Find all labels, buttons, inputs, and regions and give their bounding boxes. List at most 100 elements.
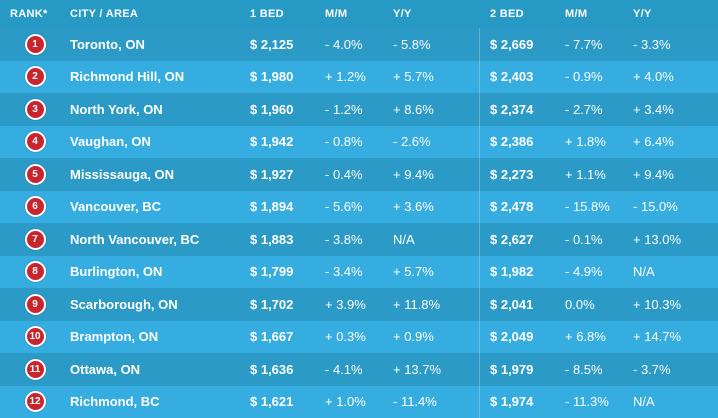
- two-bed-yy: + 6.4%: [633, 134, 674, 150]
- rank-cell: 3: [0, 98, 70, 120]
- one-bed-mm: + 1.0%: [325, 394, 366, 410]
- table-row: 9 Scarborough, ON $ 1,702 + 3.9% + 11.8% $ 2,…: [0, 288, 718, 321]
- one-bed-price: $ 1,799: [250, 264, 294, 280]
- city-cell: North Vancouver, BC: [70, 231, 200, 247]
- city-cell: Ottawa, ON: [70, 361, 141, 377]
- rank-badge: 8: [24, 261, 46, 283]
- header-2-bed-yy: Y/Y: [633, 8, 652, 20]
- table-row: 8 Burlington, ON $ 1,799 - 3.4% + 5.7% $ 1,98…: [0, 255, 718, 288]
- two-bed-yy: + 10.3%: [633, 296, 682, 312]
- two-bed-yy: N/A: [633, 264, 655, 280]
- table-row: 12 Richmond, BC $ 1,621 + 1.0% - 11.4% $ 1,97…: [0, 385, 718, 418]
- one-bed-yy: + 11.8%: [393, 296, 441, 312]
- city-cell: Toronto, ON: [70, 36, 145, 52]
- rank-cell: 8: [0, 261, 70, 283]
- two-bed-mm: - 8.5%: [565, 361, 603, 377]
- two-bed-mm: - 11.3%: [565, 394, 609, 410]
- one-bed-yy: + 5.7%: [393, 264, 434, 280]
- one-bed-price: $ 1,702: [250, 296, 294, 312]
- two-bed-yy: - 3.3%: [633, 36, 671, 52]
- table-row: 1 Toronto, ON $ 2,125 - 4.0% - 5.8% $ 2,669 - …: [0, 28, 718, 61]
- table-row: 2 Richmond Hill, ON $ 1,980 + 1.2% + 5.7% $ 2…: [0, 60, 718, 93]
- one-bed-mm: - 3.8%: [325, 231, 363, 247]
- two-bed-mm: - 0.1%: [565, 231, 603, 247]
- one-bed-price: $ 2,125: [250, 36, 294, 52]
- rank-badge: 3: [24, 98, 46, 120]
- header-1-bed-mm: M/M: [325, 8, 348, 20]
- one-bed-price: $ 1,621: [250, 394, 294, 410]
- two-bed-price: $ 2,374: [490, 101, 534, 117]
- one-bed-mm: + 3.9%: [325, 296, 366, 312]
- one-bed-price: $ 1,942: [250, 134, 294, 150]
- rank-cell: 12: [0, 391, 70, 413]
- one-bed-mm: - 0.4%: [325, 166, 363, 182]
- rank-cell: 10: [0, 326, 70, 348]
- rank-cell: 2: [0, 66, 70, 88]
- one-bed-mm: + 1.2%: [325, 69, 366, 85]
- one-bed-yy: N/A: [393, 231, 415, 247]
- one-bed-price: $ 1,894: [250, 199, 294, 215]
- one-bed-yy: - 11.4%: [393, 394, 437, 410]
- rank-badge: 12: [24, 391, 46, 413]
- rank-badge: 7: [24, 228, 46, 250]
- one-bed-mm: + 0.3%: [325, 329, 366, 345]
- one-bed-price: $ 1,980: [250, 69, 294, 85]
- two-bed-yy: + 3.4%: [633, 101, 674, 117]
- two-bed-price: $ 1,979: [490, 361, 534, 377]
- city-cell: Vancouver, BC: [70, 199, 162, 215]
- one-bed-yy: - 2.6%: [393, 134, 431, 150]
- column-divider: [479, 28, 480, 418]
- one-bed-yy: + 5.7%: [393, 69, 434, 85]
- one-bed-yy: + 9.4%: [393, 166, 434, 182]
- two-bed-mm: - 4.9%: [565, 264, 603, 280]
- table-row: 11 Ottawa, ON $ 1,636 - 4.1% + 13.7% $ 1,979 -…: [0, 353, 718, 386]
- city-cell: Richmond, BC: [70, 394, 160, 410]
- rank-cell: 9: [0, 293, 70, 315]
- two-bed-yy: + 9.4%: [633, 166, 674, 182]
- two-bed-mm: - 2.7%: [565, 101, 603, 117]
- one-bed-yy: + 13.7%: [393, 361, 442, 377]
- two-bed-price: $ 2,478: [490, 199, 534, 215]
- two-bed-price: $ 2,669: [490, 36, 534, 52]
- rank-badge: 4: [24, 131, 46, 153]
- two-bed-price: $ 1,974: [490, 394, 534, 410]
- one-bed-price: $ 1,667: [250, 329, 294, 345]
- one-bed-price: $ 1,883: [250, 231, 294, 247]
- one-bed-yy: - 5.8%: [393, 36, 431, 52]
- rank-cell: 6: [0, 196, 70, 218]
- header-city: CITY / AREA: [70, 8, 139, 20]
- city-cell: Richmond Hill, ON: [70, 69, 185, 85]
- one-bed-mm: - 0.8%: [325, 134, 363, 150]
- two-bed-price: $ 2,386: [490, 134, 534, 150]
- two-bed-mm: + 1.8%: [565, 134, 606, 150]
- table-body: 1 Toronto, ON $ 2,125 - 4.0% - 5.8% $ 2,669 - …: [0, 28, 718, 418]
- one-bed-mm: - 1.2%: [325, 101, 363, 117]
- two-bed-mm: + 1.1%: [565, 166, 606, 182]
- one-bed-price: $ 1,636: [250, 361, 294, 377]
- rank-badge: 1: [24, 33, 46, 55]
- two-bed-price: $ 2,403: [490, 69, 534, 85]
- two-bed-price: $ 2,049: [490, 329, 534, 345]
- one-bed-mm: - 4.0%: [325, 36, 363, 52]
- rank-badge: 5: [24, 163, 46, 185]
- header-1-bed-yy: Y/Y: [393, 8, 412, 20]
- one-bed-yy: + 3.6%: [393, 199, 434, 215]
- two-bed-mm: 0.0%: [565, 296, 595, 312]
- header-rank: RANK*: [10, 8, 48, 20]
- one-bed-price: $ 1,927: [250, 166, 294, 182]
- header-1-bed: 1 BED: [250, 8, 284, 20]
- rank-badge: 2: [24, 66, 46, 88]
- rank-badge: 6: [24, 196, 46, 218]
- table-row: 7 North Vancouver, BC $ 1,883 - 3.8% N/A $ 2,…: [0, 223, 718, 256]
- two-bed-yy: - 3.7%: [633, 361, 671, 377]
- table-row: 6 Vancouver, BC $ 1,894 - 5.6% + 3.6% $ 2,478…: [0, 190, 718, 223]
- table-row: 4 Vaughan, ON $ 1,942 - 0.8% - 2.6% $ 2,386 + …: [0, 125, 718, 158]
- rank-badge: 11: [24, 358, 46, 380]
- two-bed-mm: - 7.7%: [565, 36, 603, 52]
- two-bed-price: $ 2,627: [490, 231, 534, 247]
- rank-cell: 1: [0, 33, 70, 55]
- table-row: 3 North York, ON $ 1,960 - 1.2% + 8.6% $ 2,37…: [0, 93, 718, 126]
- rank-badge: 10: [24, 326, 46, 348]
- two-bed-price: $ 2,041: [490, 296, 534, 312]
